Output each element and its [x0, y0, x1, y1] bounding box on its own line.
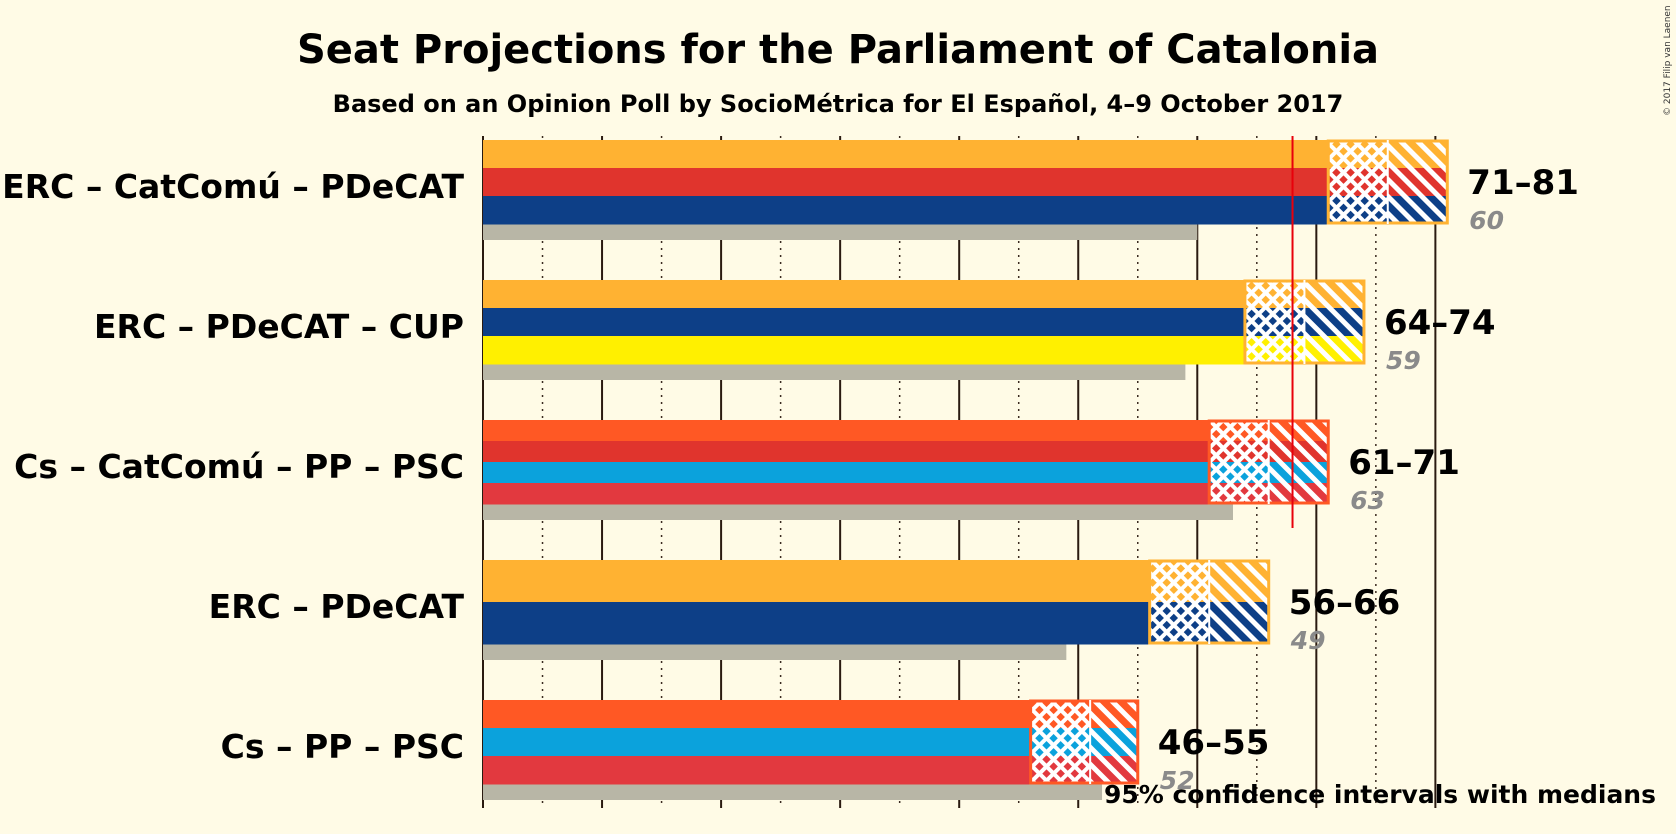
party-stripe-erc — [483, 140, 1448, 169]
chart-title: Seat Projections for the Parliament of C… — [297, 27, 1379, 73]
party-stripe-psc — [483, 756, 1138, 785]
range-label: 46–55 — [1158, 723, 1270, 763]
ci-low-median-hatch — [1149, 560, 1210, 603]
ci-outline — [1029, 699, 1140, 785]
ci-low-median-hatch — [1328, 140, 1388, 169]
last-result-label: 59 — [1386, 346, 1421, 375]
party-stripe-catcomu — [483, 441, 1329, 463]
bars — [483, 139, 1449, 800]
previous-result-bar — [483, 642, 1067, 660]
previous-result-bar — [483, 502, 1233, 520]
party-stripe-pdecat — [483, 308, 1364, 337]
chart-subtitle: Based on an Opinion Poll by SocioMétrica… — [333, 90, 1344, 118]
party-stripe-pdecat — [483, 196, 1448, 225]
range-label: 56–66 — [1289, 583, 1401, 623]
ci-median-high-hatch — [1090, 756, 1138, 785]
ci-median-high-hatch — [1209, 602, 1269, 645]
last-result-label: 60 — [1469, 206, 1504, 235]
last-result-label: 52 — [1160, 766, 1195, 795]
party-stripe-pdecat — [483, 602, 1269, 645]
ci-median-high-hatch — [1090, 728, 1138, 757]
ci-median-high-hatch — [1268, 462, 1329, 484]
category-label: ERC – CatComú – PDeCAT — [2, 167, 464, 206]
copyright-text: © 2017 Filip van Laenen — [1663, 5, 1673, 116]
range-label: 71–81 — [1467, 163, 1579, 203]
previous-result-bar — [483, 782, 1103, 800]
last-result-label: 49 — [1290, 626, 1326, 655]
ci-median-high-hatch — [1090, 700, 1138, 729]
party-stripe-erc — [483, 280, 1364, 309]
previous-result-bar — [483, 222, 1198, 240]
category-label: ERC – PDeCAT – CUP — [94, 307, 464, 346]
ci-median-high-hatch — [1387, 168, 1448, 197]
ci-low-median-hatch — [1209, 462, 1269, 484]
ci-low-median-hatch — [1030, 700, 1091, 729]
party-stripe-pp — [483, 728, 1138, 757]
party-stripe-catcomu — [483, 168, 1448, 197]
party-stripe-cs — [483, 700, 1138, 729]
labels: ERC – CatComú – PDeCAT 71–81 60 ERC – PDeCA… — [2, 163, 1579, 795]
confidence-note: 95% confidence intervals with medians — [1104, 780, 1656, 809]
ci-median-high-hatch — [1387, 196, 1448, 225]
party-stripe-cup — [483, 336, 1364, 365]
ci-median-high-hatch — [1387, 140, 1448, 169]
party-stripe-cs — [483, 420, 1329, 442]
category-label: Cs – CatComú – PP – PSC — [14, 447, 464, 486]
category-label: Cs – PP – PSC — [221, 727, 464, 766]
party-stripe-psc — [483, 483, 1329, 505]
ci-low-median-hatch — [1030, 728, 1091, 757]
ci-low-median-hatch — [1244, 308, 1305, 337]
ci-median-high-hatch — [1304, 336, 1364, 365]
range-label: 61–71 — [1348, 443, 1460, 483]
ci-median-high-hatch — [1304, 280, 1364, 309]
ci-median-high-hatch — [1304, 308, 1364, 337]
ci-median-high-hatch — [1268, 441, 1329, 463]
category-label: ERC – PDeCAT — [209, 587, 465, 626]
ci-low-median-hatch — [1030, 756, 1091, 785]
party-stripe-erc — [483, 560, 1269, 603]
party-stripe-pp — [483, 462, 1329, 484]
ci-median-high-hatch — [1209, 560, 1269, 603]
last-result-label: 63 — [1350, 486, 1385, 515]
ci-low-median-hatch — [1149, 602, 1210, 645]
ci-low-median-hatch — [1209, 441, 1269, 463]
ci-low-median-hatch — [1328, 196, 1388, 225]
ci-median-high-hatch — [1268, 483, 1329, 505]
ci-low-median-hatch — [1328, 168, 1388, 197]
ci-low-median-hatch — [1244, 280, 1305, 309]
ci-low-median-hatch — [1209, 420, 1269, 442]
previous-result-bar — [483, 362, 1186, 380]
range-label: 64–74 — [1384, 303, 1496, 343]
ci-low-median-hatch — [1209, 483, 1269, 505]
ci-low-median-hatch — [1244, 336, 1305, 365]
ci-median-high-hatch — [1268, 420, 1329, 442]
